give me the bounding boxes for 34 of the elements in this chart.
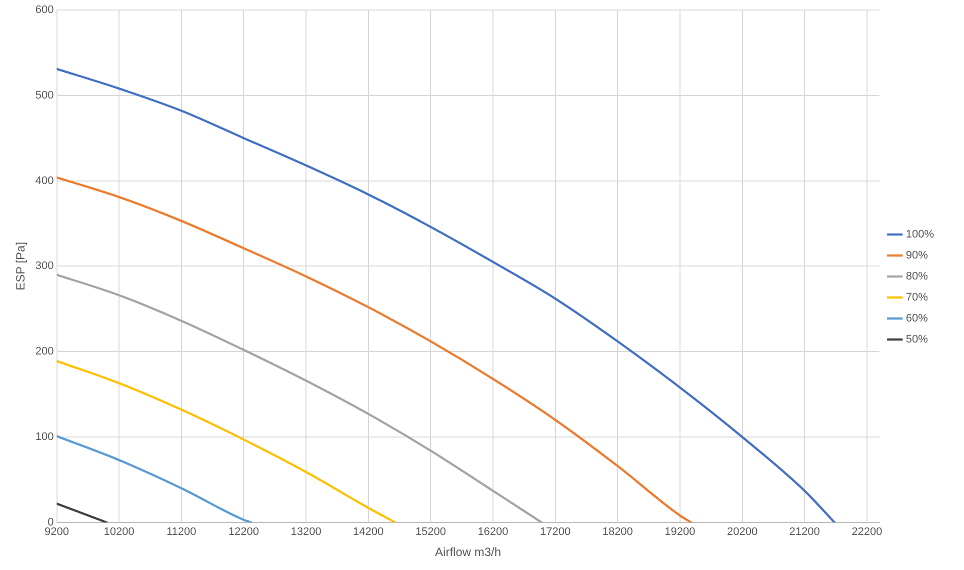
- x-tick-label: 13200: [290, 526, 322, 538]
- legend-label: 50%: [906, 334, 928, 346]
- y-tick-label: 100: [35, 431, 54, 444]
- x-tick-label: 20200: [726, 526, 758, 538]
- y-axis-title: ESP [Pa]: [14, 242, 28, 290]
- legend-label: 60%: [906, 312, 928, 325]
- x-tick-label: 14200: [353, 526, 384, 538]
- x-tick-label: 19200: [664, 526, 696, 538]
- line-series: [56, 360, 396, 522]
- y-tick-label: 600: [35, 4, 54, 16]
- x-tick-label: 22200: [852, 526, 882, 538]
- legend-label: 90%: [906, 250, 928, 262]
- y-tick-label: 400: [35, 174, 54, 187]
- line-series: [56, 176, 692, 522]
- x-tick-label: 9200: [44, 526, 69, 538]
- y-tick-label: 0: [48, 516, 54, 528]
- y-tick-label: 300: [35, 260, 54, 272]
- line-series: [56, 274, 543, 522]
- x-tick-label: 10200: [104, 526, 134, 538]
- x-tick-label: 16200: [478, 526, 508, 538]
- legend-label: 80%: [906, 270, 928, 283]
- x-tick-label: 12200: [228, 526, 260, 538]
- x-axis-title: Airflow m3/h: [435, 545, 502, 560]
- x-tick-label: 18200: [602, 526, 633, 538]
- y-tick-label: 500: [35, 89, 54, 102]
- line-series: [56, 68, 836, 522]
- legend-label: 70%: [906, 292, 928, 304]
- x-tick-label: 17200: [540, 526, 571, 538]
- x-tick-label: 11200: [166, 526, 196, 538]
- x-tick-label: 15200: [415, 526, 446, 538]
- x-tick-label: 21200: [789, 526, 820, 538]
- y-tick-label: 200: [35, 346, 54, 358]
- line-series: [56, 435, 252, 522]
- legend-label: 100%: [906, 228, 934, 241]
